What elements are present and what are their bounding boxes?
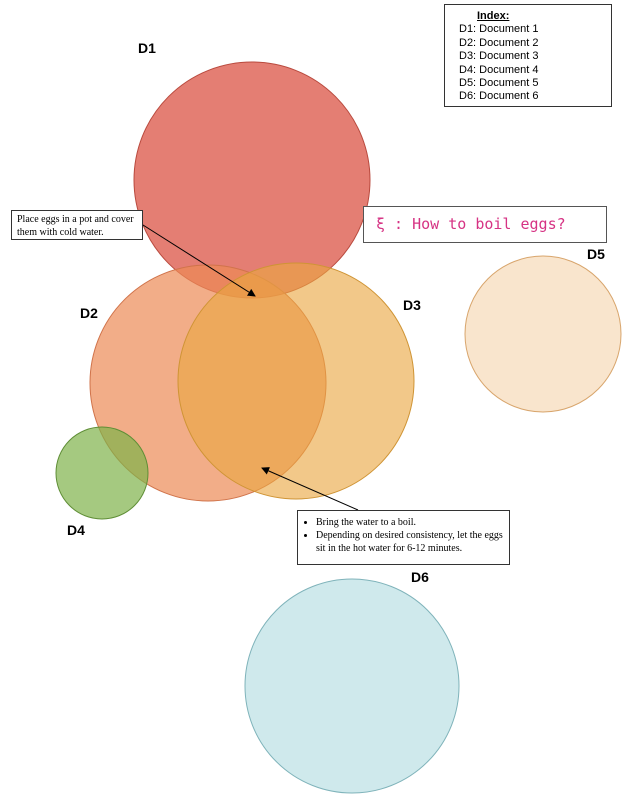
circle-d3: [177, 262, 415, 500]
index-item: D5: Document 5: [459, 77, 539, 90]
query-box: ξ : How to boil eggs?: [363, 206, 607, 243]
index-item: D3: Document 3: [459, 50, 539, 63]
index-item: D6: Document 6: [459, 90, 539, 103]
doc-label: D1: [138, 40, 156, 56]
circle-d6: [244, 578, 460, 794]
callout: Place eggs in a pot and cover them with …: [11, 210, 143, 240]
doc-label: D3: [403, 297, 421, 313]
arrow: [142, 224, 256, 297]
circle-d4: [55, 426, 149, 520]
bullet: Depending on desired consistency, let th…: [316, 529, 503, 555]
index-item: D1: Document 1: [459, 23, 539, 36]
doc-label: D2: [80, 305, 98, 321]
bullet: Bring the water to a boil.: [316, 516, 503, 529]
circle-d5: [464, 255, 622, 413]
bullet-list: Bring the water to a boil. Depending on …: [302, 516, 503, 555]
arrow: [261, 467, 359, 511]
index-title: Index:: [477, 10, 510, 22]
index-item: D4: Document 4: [459, 63, 539, 76]
index-box: Index: D1: Document 1 D2: Document 2 D3:…: [444, 4, 612, 107]
index-item: D2: Document 2: [459, 36, 539, 49]
circle-d1: [133, 61, 371, 299]
callout: Bring the water to a boil. Depending on …: [297, 510, 510, 565]
doc-label: D4: [67, 522, 85, 538]
doc-label: D6: [411, 569, 429, 585]
doc-label: D5: [587, 246, 605, 262]
